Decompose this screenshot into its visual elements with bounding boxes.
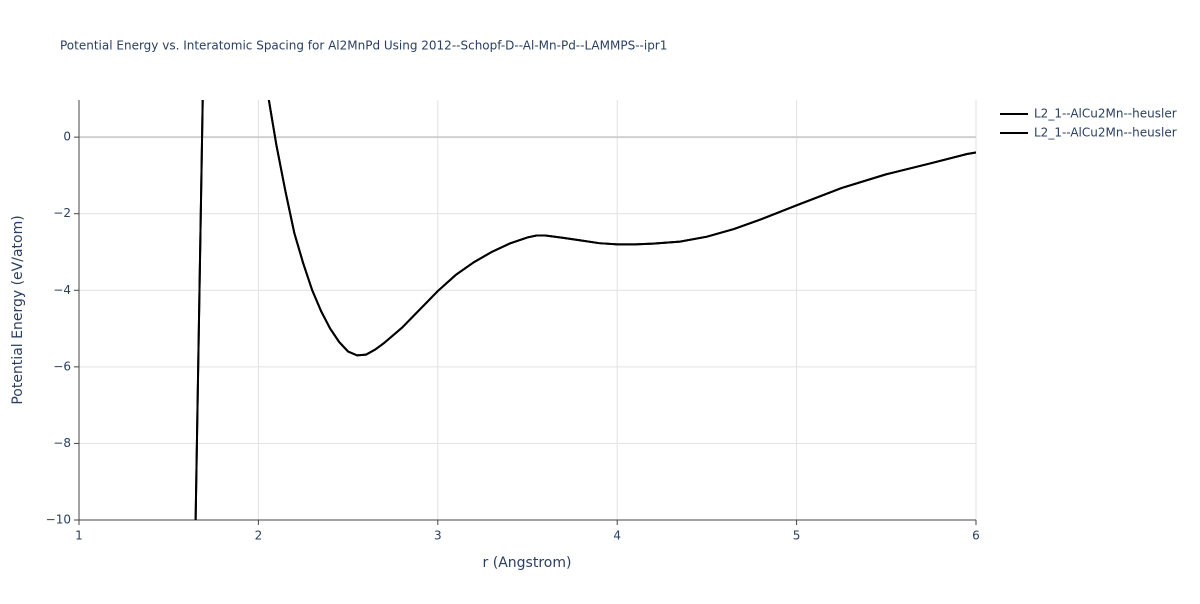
x-tick-label: 5 <box>793 529 801 543</box>
x-tick-label: 6 <box>972 529 980 543</box>
legend-label: L2_1--AlCu2Mn--heusler <box>1034 107 1177 121</box>
legend-label: L2_1--AlCu2Mn--heusler <box>1034 126 1177 140</box>
y-tick-label: −2 <box>53 206 71 220</box>
x-tick-label: 1 <box>75 529 83 543</box>
y-tick-label: 0 <box>63 130 71 144</box>
x-tick-label: 4 <box>613 529 621 543</box>
y-tick-label: −8 <box>53 436 71 450</box>
series-line <box>194 100 976 520</box>
y-tick-label: −6 <box>53 359 71 373</box>
series-line <box>194 100 976 520</box>
y-axis-label: Potential Energy (eV/atom) <box>10 215 26 404</box>
plot-area <box>194 100 976 520</box>
x-axis-label: r (Angstrom) <box>483 555 572 571</box>
x-tick-label: 3 <box>434 529 442 543</box>
y-tick-label: −4 <box>53 283 71 297</box>
x-tick-label: 2 <box>255 529 263 543</box>
legend: L2_1--AlCu2Mn--heusler L2_1--AlCu2Mn--heu… <box>1000 107 1177 140</box>
chart-title: Potential Energy vs. Interatomic Spacing… <box>60 39 667 53</box>
grid: 1 2 3 4 5 6 −10 −8 −6 −4 −2 0 <box>46 100 980 543</box>
y-tick-label: −10 <box>46 513 71 527</box>
